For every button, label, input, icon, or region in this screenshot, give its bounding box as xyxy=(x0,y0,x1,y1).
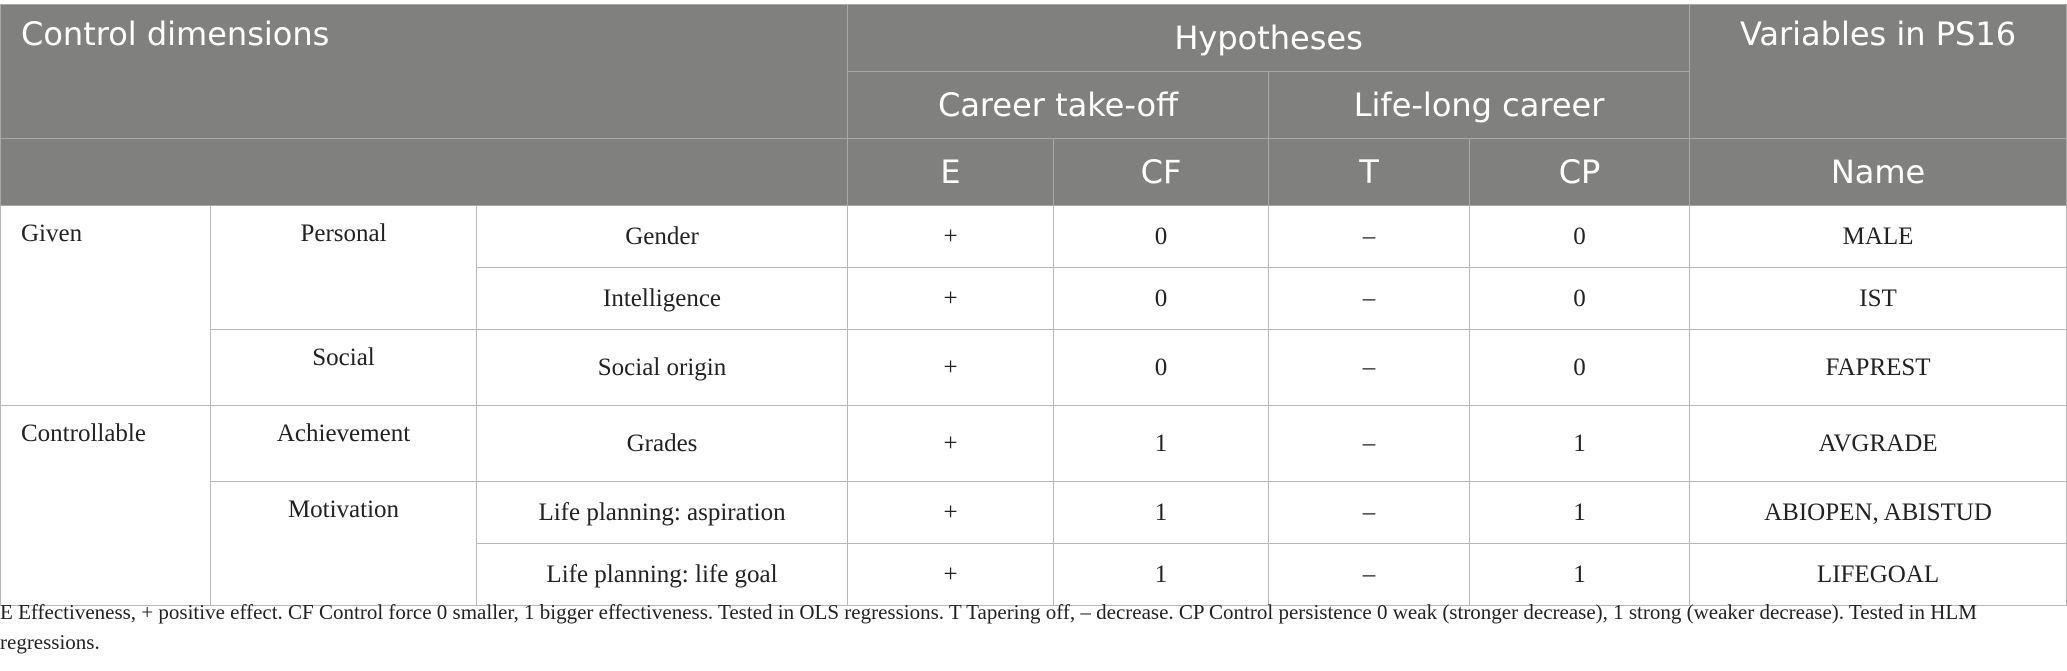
e-cell: + xyxy=(847,481,1055,544)
dimension-cell: Grades xyxy=(475,405,849,482)
subgroup-social: Social xyxy=(210,329,477,406)
table-row: Controllable Achievement Grades + 1 – 1 … xyxy=(0,405,2067,606)
t-cell: – xyxy=(1268,267,1471,330)
name-cell: LIFEGOAL xyxy=(1689,543,2067,606)
t-cell: – xyxy=(1268,205,1471,268)
empty-header-cell xyxy=(0,138,849,206)
col-name-header: Name xyxy=(1689,138,2067,206)
subgroup-motivation: Motivation xyxy=(210,481,477,606)
e-cell: + xyxy=(847,205,1055,268)
e-cell: + xyxy=(847,405,1055,482)
table-row: Given Personal Gender + 0 – 0 MALE xyxy=(0,205,2067,406)
dimension-cell: Gender xyxy=(475,205,849,268)
cp-cell: 1 xyxy=(1469,543,1691,606)
group-given: Given xyxy=(0,205,211,406)
table-row: Motivation Life planning: aspiration + 1… xyxy=(1,481,2067,606)
cf-cell: 1 xyxy=(1053,543,1270,606)
table-row: Intelligence + 0 – 0 IST xyxy=(1,267,2067,330)
name-cell: AVGRADE xyxy=(1689,405,2067,482)
table-row: Life planning: life goal + 1 – 1 LIFEGOA… xyxy=(1,543,2067,606)
col-cp-header: CP xyxy=(1469,138,1691,206)
variables-header: Variables in PS16 xyxy=(1689,4,2067,139)
cf-cell: 0 xyxy=(1053,267,1270,330)
dimension-cell: Intelligence xyxy=(475,267,849,330)
cp-cell: 1 xyxy=(1469,481,1691,544)
col-t-header: T xyxy=(1268,138,1471,206)
subgroup-personal: Personal xyxy=(210,205,477,330)
t-cell: – xyxy=(1268,329,1471,406)
header-row-3: E CF T CP Name xyxy=(0,138,2067,206)
dimension-cell: Life planning: life goal xyxy=(475,543,849,606)
cf-cell: 1 xyxy=(1053,481,1270,544)
lifelong-career-header: Life-long career xyxy=(1268,71,1691,139)
e-cell: + xyxy=(847,543,1055,606)
table-header: Control dimensions Hypotheses Variables … xyxy=(0,4,2067,206)
cp-cell: 1 xyxy=(1469,405,1691,482)
cp-cell: 0 xyxy=(1469,267,1691,330)
name-cell: ABIOPEN, ABISTUD xyxy=(1689,481,2067,544)
name-cell: FAPREST xyxy=(1689,329,2067,406)
career-takeoff-header: Career take-off xyxy=(847,71,1270,139)
cf-cell: 1 xyxy=(1053,405,1270,482)
table-row: Social Social origin + 0 – 0 FAPREST xyxy=(1,329,2067,406)
cf-cell: 0 xyxy=(1053,329,1270,406)
dimension-cell: Life planning: aspiration xyxy=(475,481,849,544)
header-row-2: Career take-off Life-long career xyxy=(1,71,2067,139)
hypotheses-table: Control dimensions Hypotheses Variables … xyxy=(0,4,2067,606)
control-dimensions-header: Control dimensions xyxy=(0,4,849,139)
t-cell: – xyxy=(1268,405,1471,482)
hypotheses-header: Hypotheses xyxy=(847,4,1691,72)
table-footnote: E Effectiveness, + positive effect. CF C… xyxy=(0,600,1977,654)
cf-cell: 0 xyxy=(1053,205,1270,268)
e-cell: + xyxy=(847,329,1055,406)
table-body: Given Personal Gender + 0 – 0 MALE Intel… xyxy=(0,205,2067,606)
name-cell: MALE xyxy=(1689,205,2067,268)
header-row-1: Control dimensions Hypotheses Variables … xyxy=(0,4,2067,139)
t-cell: – xyxy=(1268,481,1471,544)
cp-cell: 0 xyxy=(1469,329,1691,406)
name-cell: IST xyxy=(1689,267,2067,330)
table-container: Control dimensions Hypotheses Variables … xyxy=(0,4,2067,606)
cp-cell: 0 xyxy=(1469,205,1691,268)
col-cf-header: CF xyxy=(1053,138,1270,206)
t-cell: – xyxy=(1268,543,1471,606)
e-cell: + xyxy=(847,267,1055,330)
group-controllable: Controllable xyxy=(0,405,211,606)
subgroup-achievement: Achievement xyxy=(210,405,477,482)
dimension-cell: Social origin xyxy=(475,329,849,406)
col-e-header: E xyxy=(847,138,1055,206)
